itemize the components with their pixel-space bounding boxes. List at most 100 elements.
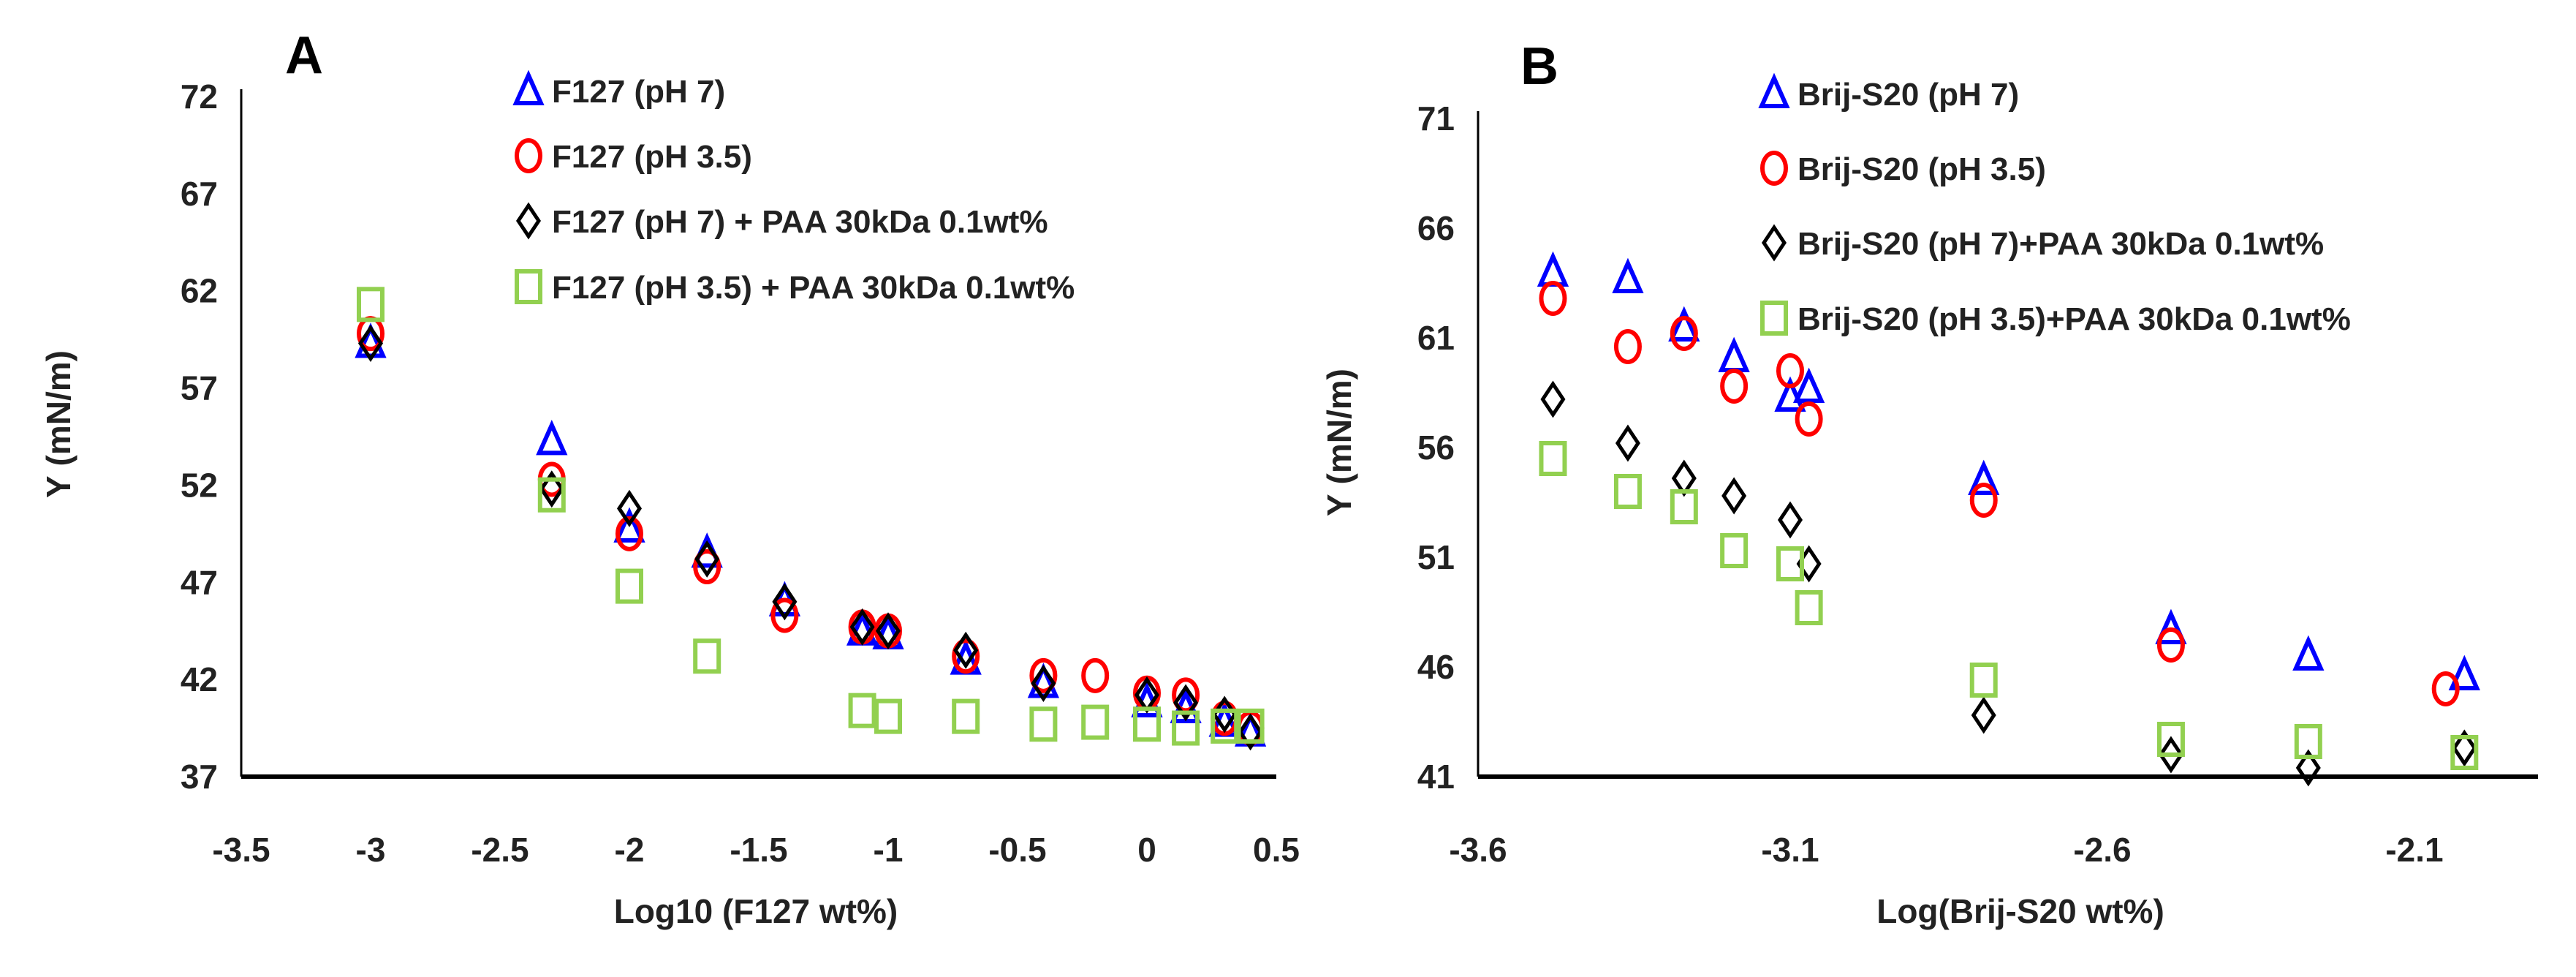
data-point (2294, 724, 2322, 759)
data-point (1211, 708, 1239, 744)
data-point (1721, 477, 1747, 515)
data-point (2295, 749, 2321, 787)
data-point (1670, 316, 1698, 351)
legend-label: Brij-S20 (pH 3.5) (1797, 151, 2046, 187)
data-point (1029, 706, 1058, 742)
data-point (1718, 336, 1750, 372)
x-tick-label: -2.6 (2073, 831, 2131, 869)
data-point (1668, 306, 1700, 342)
chart-panel-b: -3.6 -3.1 -2.6 -2.1 41 46 51 56 61 66 71 Log(Brij-S… (1320, 37, 2538, 930)
data-point (615, 516, 643, 551)
y-axis-title: Υ (mN/m) (1320, 369, 1358, 516)
data-point (2431, 671, 2460, 706)
data-point (2450, 735, 2479, 770)
y-tick-label: 61 (1417, 319, 1455, 357)
data-point (613, 507, 645, 543)
data-point (1172, 710, 1200, 746)
data-point (1969, 483, 1998, 518)
x-tick-label: -1.5 (730, 831, 787, 869)
data-point (694, 540, 720, 578)
data-point (849, 608, 875, 646)
data-point (2292, 635, 2325, 671)
legend-marker-triangle (1758, 72, 1790, 108)
series-diamond (357, 324, 1263, 751)
y-tick-label: 56 (1417, 429, 1455, 467)
data-point (1671, 459, 1697, 497)
data-point (1777, 501, 1803, 539)
data-point (1776, 546, 1804, 581)
legend-item: Brij-S20 (pH 7)+PAA 30kDa 0.1wt% (1761, 224, 2324, 262)
legend-label: Brij-S20 (pH 7)+PAA 30kDa 0.1wt% (1797, 226, 2324, 262)
legend-marker-triangle (512, 69, 545, 105)
legend-item: F127 (pH 3.5) + PAA 30kDa 0.1wt% (515, 269, 1075, 306)
x-tick-label: -1 (874, 831, 904, 869)
y-tick-label: 66 (1417, 209, 1455, 247)
data-point (357, 287, 384, 322)
series-circle (357, 316, 1265, 746)
data-point (1720, 533, 1749, 568)
legend-marker-square (515, 269, 542, 304)
data-point (537, 477, 566, 513)
data-point (770, 597, 799, 633)
data-point (616, 489, 643, 527)
legend-label: F127 (pH 7) (552, 74, 725, 110)
x-tick-label: -2.1 (2385, 831, 2443, 869)
data-point (1776, 353, 1804, 388)
data-point (1029, 657, 1058, 693)
chart-panel-a: -3.5 -3 -2.5 -2 -1.5 -1 -0.5 0 0.5 37 42 47 52 57 62 67… (39, 26, 1300, 930)
x-tick-label: 0 (1137, 831, 1156, 869)
legend-marker-circle (1760, 151, 1788, 186)
data-point (875, 612, 901, 650)
data-point (848, 693, 876, 728)
series-circle (1539, 281, 2460, 706)
legend-item: F127 (pH 3.5) (515, 138, 752, 175)
x-axis-title: Log(Brij-S20 wt%) (1876, 892, 2164, 930)
y-tick-label: 57 (181, 369, 218, 407)
data-point (1133, 706, 1161, 742)
data-point (953, 631, 979, 669)
series-square (357, 287, 1265, 746)
data-point (952, 698, 980, 734)
data-point (2448, 655, 2480, 690)
data-point (1670, 489, 1698, 524)
x-axis-title: Log10 (F127 wt%) (614, 892, 898, 930)
x-tick-label: -3.5 (212, 831, 270, 869)
data-point (1236, 708, 1265, 744)
data-point (1540, 380, 1566, 418)
y-tick-label: 52 (181, 466, 218, 504)
data-point (1612, 257, 1644, 293)
data-point (1539, 281, 1567, 316)
data-point (2156, 722, 2185, 757)
legend-item: Brij-S20 (pH 3.5) (1760, 151, 2046, 187)
legend-item: Brij-S20 (pH 3.5)+PAA 30kDa 0.1wt% (1760, 301, 2351, 337)
legend-marker-diamond (515, 202, 542, 240)
data-point (1537, 251, 1569, 287)
legend-label: Brij-S20 (pH 3.5)+PAA 30kDa 0.1wt% (1797, 301, 2351, 337)
y-tick-label: 62 (181, 272, 218, 310)
y-tick-label: 42 (181, 660, 218, 698)
y-tick-label: 51 (1417, 538, 1455, 576)
data-point (1238, 713, 1263, 751)
data-point (1613, 329, 1642, 364)
data-point (874, 698, 902, 734)
data-point (1615, 424, 1640, 462)
data-point (1081, 657, 1110, 693)
data-point (1969, 663, 1998, 698)
y-tick-label: 71 (1417, 99, 1455, 137)
x-tick-label: -3.6 (1449, 831, 1507, 869)
x-tick-label: -2.5 (471, 831, 529, 869)
data-point (1081, 704, 1110, 740)
data-point (2452, 729, 2477, 767)
x-tick-label: -0.5 (988, 831, 1046, 869)
data-point (693, 549, 721, 585)
legend-item: Brij-S20 (pH 7) (1758, 72, 2019, 113)
legend-marker-diamond (1761, 224, 1787, 262)
legend-item: F127 (pH 7) (512, 69, 725, 110)
data-point (952, 638, 980, 674)
panel-label: A (285, 26, 323, 85)
series-triangle (355, 322, 1267, 747)
data-point (1971, 696, 1996, 734)
x-tick-label: -2 (615, 831, 645, 869)
data-point (1720, 369, 1749, 404)
